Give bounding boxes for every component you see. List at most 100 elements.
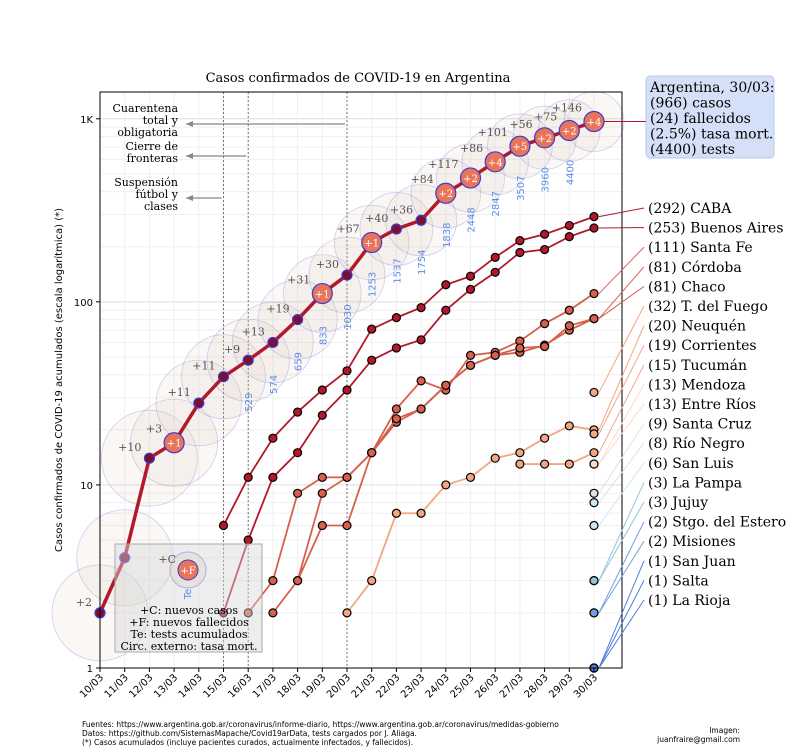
national-point bbox=[390, 223, 402, 235]
series-point bbox=[539, 459, 550, 469]
chart-title: Casos confirmados de COVID-19 en Argenti… bbox=[206, 71, 511, 86]
series-point bbox=[441, 480, 451, 490]
series-point bbox=[539, 341, 550, 352]
event-arrowhead bbox=[186, 121, 193, 127]
x-tick-label: 22/03 bbox=[374, 672, 402, 700]
province-label: (111) Santa Fe bbox=[648, 240, 753, 256]
province-label: (8) Río Negro bbox=[648, 436, 745, 452]
series-point bbox=[515, 343, 525, 353]
national-point bbox=[558, 119, 580, 142]
series-point bbox=[589, 288, 599, 299]
series-point bbox=[490, 252, 500, 262]
province-connector bbox=[598, 364, 645, 453]
summary-line: (2.5%) tasa mort. bbox=[650, 127, 773, 143]
series-point bbox=[293, 448, 303, 458]
x-tick-label: 25/03 bbox=[448, 672, 476, 700]
series-point bbox=[589, 488, 599, 498]
new-cases-label: +10 bbox=[118, 441, 141, 454]
province-label: (2) Misiones bbox=[648, 534, 736, 550]
series-point bbox=[218, 608, 229, 618]
series-point bbox=[391, 508, 401, 518]
series-line bbox=[222, 227, 595, 614]
new-deaths-label: +1 bbox=[364, 238, 379, 249]
province-connector bbox=[598, 462, 645, 526]
series-point bbox=[539, 433, 550, 443]
province-connector bbox=[598, 305, 645, 393]
new-deaths-label: +2 bbox=[438, 189, 453, 200]
national-point bbox=[459, 167, 482, 189]
new-deaths-label: +1 bbox=[315, 290, 330, 301]
x-tick-label: 19/03 bbox=[300, 672, 328, 700]
province-label: (3) Jujuy bbox=[648, 495, 708, 511]
tests-label: 1253 bbox=[368, 272, 379, 297]
national-point bbox=[361, 231, 383, 254]
series-point bbox=[391, 343, 401, 353]
series-point bbox=[465, 360, 476, 370]
legend-sample-f: +F bbox=[180, 566, 195, 577]
legend-line: +C: nuevos casos bbox=[140, 604, 238, 617]
national-point bbox=[435, 182, 457, 204]
new-cases-label: +19 bbox=[266, 303, 289, 316]
series-point bbox=[589, 576, 599, 586]
event-label: clases bbox=[144, 200, 178, 213]
tests-label: 1838 bbox=[442, 222, 453, 247]
series-point bbox=[539, 244, 550, 255]
legend-line: Circ. externo: tasa mort. bbox=[120, 640, 257, 653]
tests-label: 2847 bbox=[491, 191, 502, 216]
tests-label: 3507 bbox=[516, 175, 527, 200]
series-point bbox=[515, 448, 525, 458]
series-point bbox=[441, 380, 451, 390]
province-label: (253) Buenos Aires bbox=[648, 221, 784, 237]
event-arrowhead bbox=[186, 195, 193, 201]
tests-label: 1030 bbox=[343, 304, 354, 329]
tests-label: 574 bbox=[269, 375, 280, 394]
series-point bbox=[317, 385, 327, 395]
series-point bbox=[589, 387, 599, 398]
national-point bbox=[119, 552, 131, 564]
series-point bbox=[317, 488, 327, 498]
series-point bbox=[416, 303, 426, 313]
series-point bbox=[342, 366, 352, 376]
new-cases-label: +13 bbox=[242, 325, 265, 338]
y-axis-label: Casos confirmados de COVID-19 acumulados… bbox=[53, 208, 65, 552]
province-label: (32) T. del Fuego bbox=[648, 299, 768, 315]
series-line bbox=[519, 451, 595, 465]
province-connector bbox=[598, 285, 645, 319]
province-connector bbox=[598, 325, 645, 431]
province-connector bbox=[598, 246, 645, 294]
x-tick-label: 17/03 bbox=[251, 672, 279, 700]
province-label: (81) Chaco bbox=[648, 279, 726, 295]
series-point bbox=[441, 280, 451, 290]
x-tick-label: 28/03 bbox=[523, 672, 551, 700]
new-cases-label: +40 bbox=[365, 212, 388, 225]
series-point bbox=[416, 404, 426, 414]
series-point bbox=[589, 429, 599, 439]
province-label: (81) Córdoba bbox=[648, 260, 742, 276]
province-connector bbox=[598, 207, 645, 218]
series-point bbox=[293, 407, 303, 417]
new-cases-label: +3 bbox=[146, 423, 162, 436]
national-point bbox=[163, 432, 185, 454]
series-point bbox=[342, 472, 352, 482]
x-tick-label: 10/03 bbox=[78, 672, 106, 700]
new-cases-label: +11 bbox=[168, 386, 191, 399]
province-connector bbox=[598, 403, 645, 465]
province-connector bbox=[598, 501, 645, 581]
x-tick-label: 12/03 bbox=[127, 672, 155, 700]
new-cases-label: +86 bbox=[460, 142, 483, 155]
series-point bbox=[465, 271, 476, 281]
province-label: (1) Salta bbox=[648, 573, 709, 589]
province-connector bbox=[598, 442, 645, 503]
series-point bbox=[416, 376, 426, 386]
national-point bbox=[143, 452, 155, 464]
new-deaths-label: +1 bbox=[167, 439, 182, 450]
x-tick-label: 21/03 bbox=[350, 672, 378, 700]
new-deaths-label: +4 bbox=[488, 158, 503, 169]
y-tick-label: 1K bbox=[80, 115, 93, 126]
tests-label: 4400 bbox=[565, 160, 576, 185]
y-tick-label: 10 bbox=[80, 481, 93, 492]
province-connector bbox=[598, 580, 645, 669]
province-connector bbox=[598, 482, 645, 581]
series-point bbox=[342, 520, 352, 531]
series-point bbox=[367, 448, 377, 458]
